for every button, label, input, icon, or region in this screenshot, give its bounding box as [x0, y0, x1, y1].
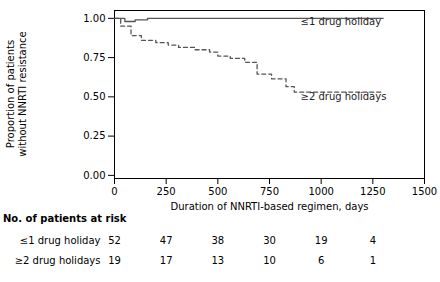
svg-text:0.75: 0.75 — [83, 52, 105, 63]
svg-text:52: 52 — [108, 235, 121, 246]
svg-text:Duration of NNRTI-based regime: Duration of NNRTI-based regimen, days — [170, 201, 368, 212]
svg-text:250: 250 — [157, 186, 176, 197]
svg-text:0.00: 0.00 — [83, 170, 105, 181]
svg-text:500: 500 — [208, 186, 227, 197]
svg-text:1.00: 1.00 — [83, 13, 105, 24]
svg-text:1: 1 — [370, 255, 376, 266]
svg-text:0: 0 — [111, 186, 117, 197]
svg-text:0.50: 0.50 — [83, 91, 105, 102]
svg-text:750: 750 — [260, 186, 279, 197]
svg-text:13: 13 — [211, 255, 224, 266]
svg-text:17: 17 — [160, 255, 173, 266]
svg-text:0.25: 0.25 — [83, 130, 105, 141]
svg-text:6: 6 — [318, 255, 324, 266]
svg-text:≥2 drug holidays: ≥2 drug holidays — [15, 255, 101, 266]
svg-text:47: 47 — [160, 235, 173, 246]
svg-text:38: 38 — [211, 235, 224, 246]
svg-text:19: 19 — [108, 255, 121, 266]
svg-text:Proportion of patientswithout: Proportion of patientswithout NNRTI resi… — [5, 31, 28, 156]
html-text:No. of patients at risk: No. of patients at risk — [3, 213, 127, 224]
svg-text:19: 19 — [315, 235, 328, 246]
svg-text:10: 10 — [263, 255, 276, 266]
svg-text:≤1 drug holiday: ≤1 drug holiday — [301, 16, 382, 27]
svg-text:≥2 drug holidays: ≥2 drug holidays — [301, 91, 387, 102]
svg-text:4: 4 — [370, 235, 376, 246]
svg-text:1000: 1000 — [308, 186, 333, 197]
svg-text:1500: 1500 — [412, 186, 437, 197]
svg-text:1250: 1250 — [360, 186, 385, 197]
svg-text:30: 30 — [263, 235, 276, 246]
svg-text:≤1 drug holiday: ≤1 drug holiday — [20, 235, 101, 246]
